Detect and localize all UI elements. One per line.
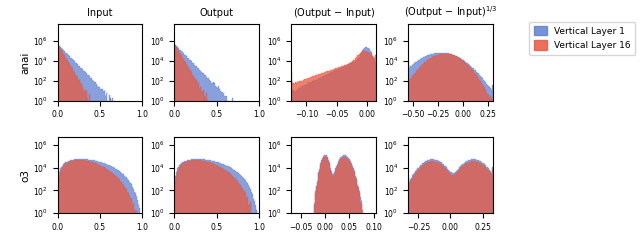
Polygon shape (291, 155, 376, 245)
Polygon shape (408, 54, 493, 245)
Polygon shape (175, 45, 259, 245)
Title: (Output $-$ Input): (Output $-$ Input) (292, 6, 375, 20)
Polygon shape (408, 53, 493, 245)
Polygon shape (58, 159, 142, 245)
Legend: Vertical Layer 1, Vertical Layer 16: Vertical Layer 1, Vertical Layer 16 (529, 22, 636, 55)
Polygon shape (291, 157, 376, 245)
Y-axis label: o3: o3 (20, 169, 30, 182)
Polygon shape (408, 159, 493, 245)
Title: (Output $-$ Input)$^{1/3}$: (Output $-$ Input)$^{1/3}$ (404, 4, 497, 20)
Polygon shape (175, 160, 259, 245)
Polygon shape (175, 159, 259, 245)
Y-axis label: anai: anai (20, 51, 30, 74)
Polygon shape (58, 44, 142, 245)
Polygon shape (175, 44, 259, 245)
Title: Input: Input (87, 8, 113, 18)
Polygon shape (291, 47, 376, 245)
Title: Output: Output (200, 8, 234, 18)
Polygon shape (291, 50, 376, 245)
Polygon shape (408, 161, 493, 245)
Polygon shape (58, 45, 142, 245)
Polygon shape (58, 160, 142, 245)
